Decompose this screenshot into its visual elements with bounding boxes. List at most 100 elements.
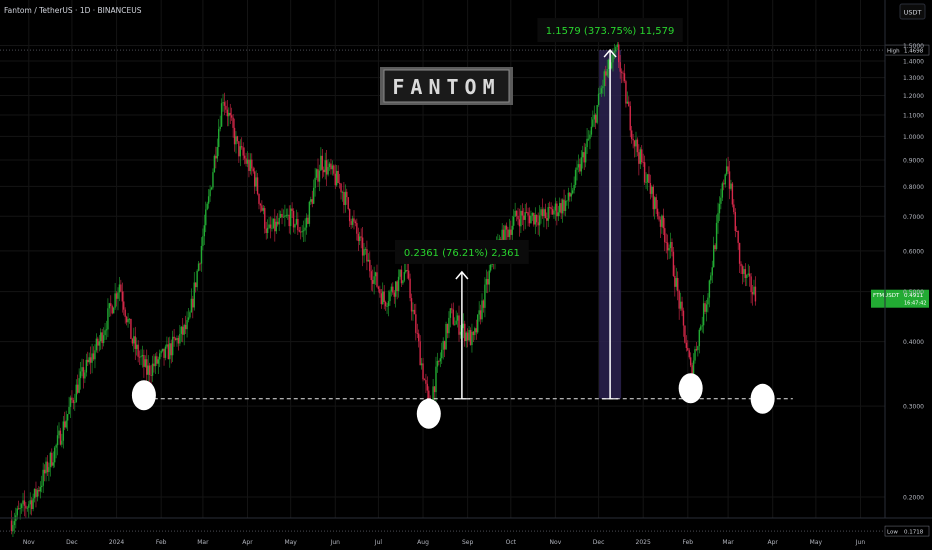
candle xyxy=(433,385,436,400)
candle xyxy=(72,397,75,410)
candle xyxy=(622,70,624,83)
candle xyxy=(146,349,148,383)
candle xyxy=(743,265,745,283)
candle xyxy=(87,351,89,367)
candle xyxy=(426,376,429,400)
candle xyxy=(741,264,744,285)
candle xyxy=(55,443,57,459)
candle xyxy=(668,244,670,260)
candle xyxy=(266,219,269,239)
candle xyxy=(343,182,345,214)
x-tick-label: May xyxy=(284,539,297,546)
candle xyxy=(262,205,265,215)
candle xyxy=(242,142,244,161)
candle xyxy=(156,351,158,366)
candle xyxy=(350,218,352,230)
candle xyxy=(285,208,288,218)
candle xyxy=(641,144,643,165)
candle xyxy=(589,130,591,150)
candle xyxy=(551,205,554,215)
candle xyxy=(110,295,112,317)
candle xyxy=(51,448,53,468)
candle xyxy=(275,215,277,234)
candle xyxy=(264,205,266,234)
candle xyxy=(61,433,63,448)
candle xyxy=(200,237,203,272)
candle xyxy=(746,274,748,286)
candle xyxy=(553,206,555,219)
candle xyxy=(593,105,595,128)
candle xyxy=(477,314,479,334)
candle xyxy=(53,446,56,468)
candle xyxy=(661,214,663,234)
candle xyxy=(124,307,126,324)
measure-label-box xyxy=(537,18,683,43)
candle xyxy=(141,345,144,368)
candle xyxy=(482,299,485,313)
candle xyxy=(28,501,30,519)
candle xyxy=(95,333,98,353)
x-tick-label: Jun xyxy=(855,539,866,546)
candle xyxy=(64,411,66,431)
candle xyxy=(171,330,174,362)
candle xyxy=(43,464,46,482)
candle xyxy=(69,395,72,419)
candle xyxy=(38,485,40,497)
candle xyxy=(121,282,124,313)
candle xyxy=(458,305,460,342)
candle xyxy=(730,179,732,191)
candle xyxy=(167,337,170,360)
candle xyxy=(455,310,457,325)
candle xyxy=(39,481,41,499)
candle xyxy=(19,502,21,520)
candle xyxy=(315,168,318,180)
candle xyxy=(169,336,171,368)
candle-series xyxy=(10,35,757,537)
candle xyxy=(406,262,408,279)
candle xyxy=(681,296,683,317)
chart-title: Fantom / TetherUS · 1D · BINANCEUS xyxy=(4,6,142,15)
candle xyxy=(607,58,610,79)
candle xyxy=(525,202,528,214)
candle xyxy=(464,320,466,347)
candle xyxy=(451,303,453,314)
candle xyxy=(659,216,662,238)
candle xyxy=(587,130,590,142)
currency-button[interactable] xyxy=(899,3,926,20)
candle xyxy=(520,205,522,234)
candle xyxy=(102,327,105,347)
candle xyxy=(245,152,247,167)
candle xyxy=(643,155,646,186)
candle xyxy=(521,203,524,226)
y-tick-label: 0.3000 xyxy=(903,404,924,411)
candle xyxy=(123,291,125,316)
candle xyxy=(143,349,145,378)
candle xyxy=(118,277,121,302)
candle xyxy=(445,321,447,350)
x-tick-label: Sep xyxy=(462,539,474,546)
marker-ellipse xyxy=(131,380,156,411)
x-tick-label: Aug xyxy=(417,539,429,546)
candle xyxy=(413,303,416,315)
y-tick-label: 1.1000 xyxy=(903,112,924,119)
candle xyxy=(249,153,252,175)
candle xyxy=(176,335,178,347)
candle xyxy=(727,156,729,174)
measure-label: 1.1579 (373.75%) 11,579 xyxy=(546,26,675,37)
candle xyxy=(511,215,513,243)
candle xyxy=(22,492,24,512)
candle xyxy=(441,342,443,364)
candle xyxy=(689,352,692,368)
candle xyxy=(747,264,749,277)
candle xyxy=(320,147,322,171)
candle xyxy=(305,213,308,235)
y-tick-label: 0.9000 xyxy=(903,157,924,164)
candle xyxy=(166,336,168,349)
candle xyxy=(251,153,253,176)
candle xyxy=(652,184,654,217)
candle xyxy=(360,228,362,249)
candle xyxy=(753,279,755,296)
candle xyxy=(202,228,204,251)
currency-label[interactable]: USDT xyxy=(904,9,922,17)
